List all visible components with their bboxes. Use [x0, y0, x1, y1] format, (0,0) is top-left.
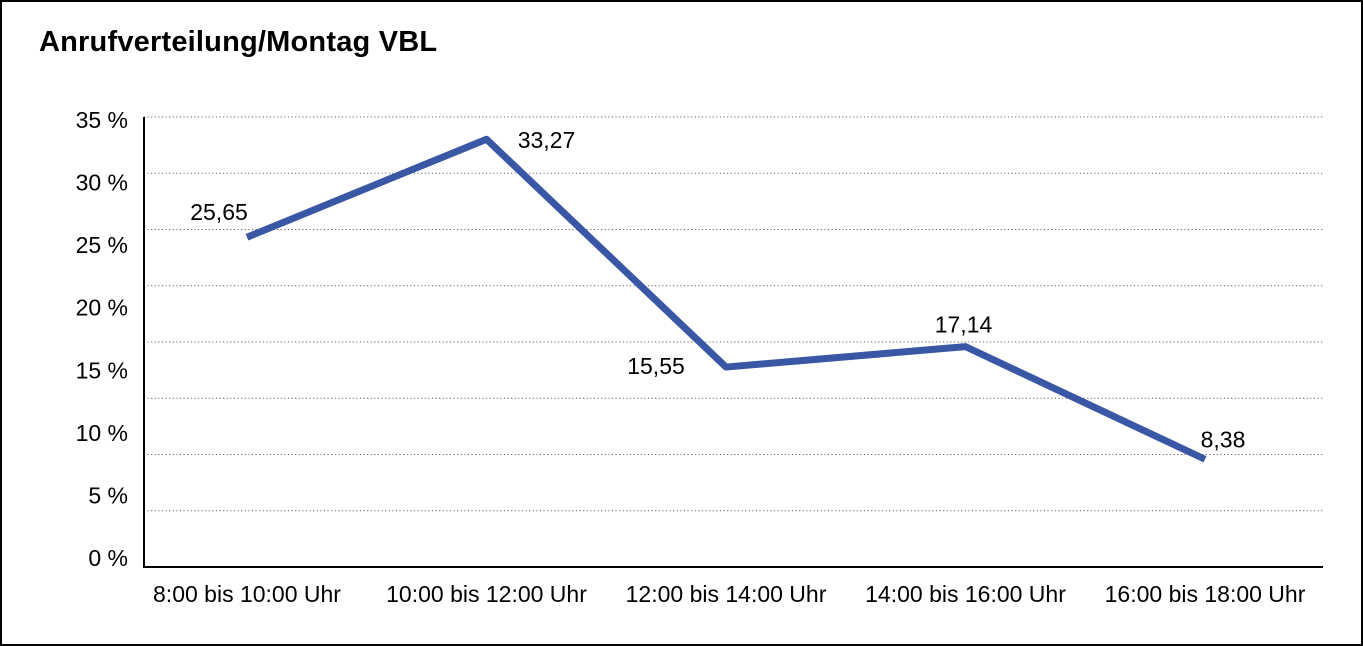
- x-tick-label: 16:00 bis 18:00 Uhr: [1105, 581, 1306, 607]
- y-tick-label: 20 %: [76, 295, 128, 321]
- y-tick-label: 30 %: [76, 170, 128, 196]
- y-tick-label: 5 %: [88, 482, 128, 508]
- x-tick-label: 14:00 bis 16:00 Uhr: [865, 581, 1066, 607]
- y-tick-label: 25 %: [76, 232, 128, 258]
- chart-title: Anrufverteilung/Montag VBL: [39, 26, 438, 58]
- x-tick-label: 8:00 bis 10:00 Uhr: [153, 581, 341, 607]
- y-tick-label: 0 %: [88, 545, 128, 571]
- x-tick-label: 12:00 bis 14:00 Uhr: [626, 581, 827, 607]
- series-line: [245, 135, 1207, 463]
- data-point-label: 33,27: [518, 127, 576, 153]
- x-tick-label: 10:00 bis 12:00 Uhr: [386, 581, 587, 607]
- axis-lines: [143, 117, 1323, 568]
- y-tick-label: 15 %: [76, 357, 128, 383]
- y-tick-label: 35 %: [76, 107, 128, 133]
- data-point-label: 8,38: [1201, 426, 1246, 452]
- data-point-label: 25,65: [190, 199, 248, 225]
- data-point-label: 15,55: [627, 353, 685, 379]
- y-tick-label: 10 %: [76, 420, 128, 446]
- data-point-label: 17,14: [935, 312, 993, 338]
